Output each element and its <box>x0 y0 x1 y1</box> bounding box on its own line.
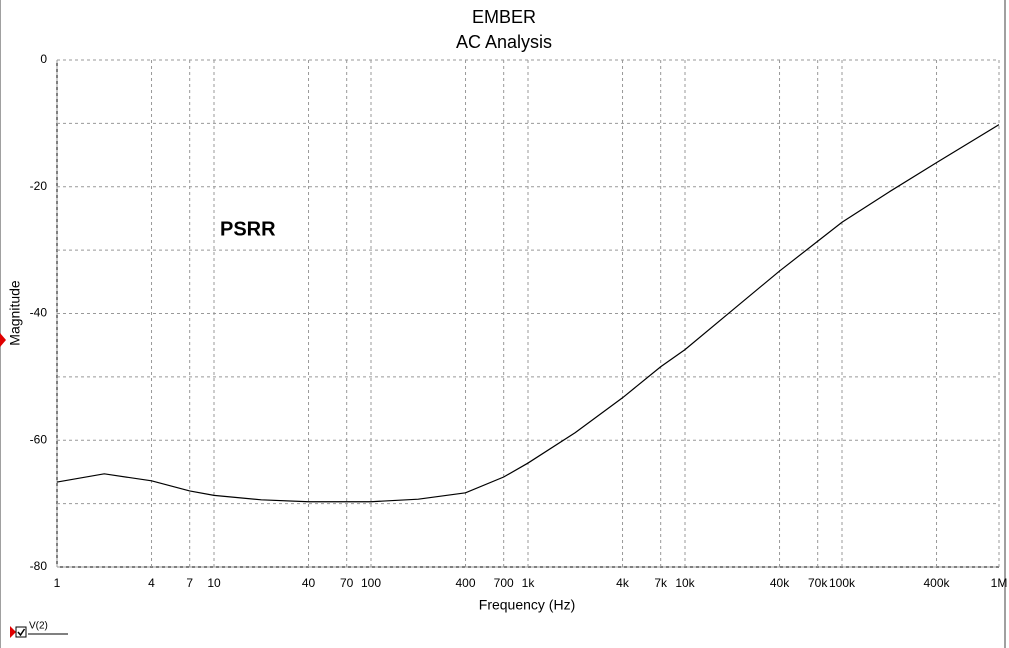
x-tick-label: 1 <box>54 576 61 590</box>
x-tick-label: 100k <box>829 576 856 590</box>
x-tick-label: 100 <box>361 576 381 590</box>
series-line <box>56 124 1000 503</box>
x-tick-label: 40k <box>770 576 790 590</box>
x-tick-label: 40 <box>302 576 316 590</box>
y-tick-label: -40 <box>30 306 48 320</box>
x-tick-label: 70 <box>340 576 354 590</box>
x-tick-label: 7k <box>654 576 668 590</box>
x-tick-label: 1k <box>522 576 536 590</box>
y-cursor-marker <box>0 333 6 347</box>
y-tick-label: 0 <box>40 52 47 66</box>
x-tick-label: 400k <box>924 576 951 590</box>
chart-title: EMBER <box>472 7 536 27</box>
x-tick-label: 1M <box>991 576 1008 590</box>
legend-label: V(2) <box>29 621 48 632</box>
x-tick-label: 4k <box>616 576 630 590</box>
x-tick-label: 400 <box>456 576 476 590</box>
checkmark <box>17 628 26 637</box>
x-axis-label: Frequency (Hz) <box>479 597 575 613</box>
y-tick-label: -80 <box>30 559 48 573</box>
annotation: PSRR <box>220 218 276 240</box>
y-tick-label: -20 <box>30 179 48 193</box>
y-tick-label: -60 <box>30 432 48 446</box>
x-tick-label: 700 <box>494 576 514 590</box>
x-tick-label: 10k <box>675 576 695 590</box>
legend-marker <box>10 626 16 638</box>
x-tick-label: 4 <box>148 576 155 590</box>
x-tick-label: 7 <box>186 576 193 590</box>
legend-checkbox[interactable] <box>15 626 27 638</box>
y-axis-label: Magnitude <box>7 280 23 346</box>
x-tick-label: 10 <box>207 576 221 590</box>
x-tick-label: 70k <box>808 576 828 590</box>
chart-subtitle: AC Analysis <box>456 32 552 52</box>
